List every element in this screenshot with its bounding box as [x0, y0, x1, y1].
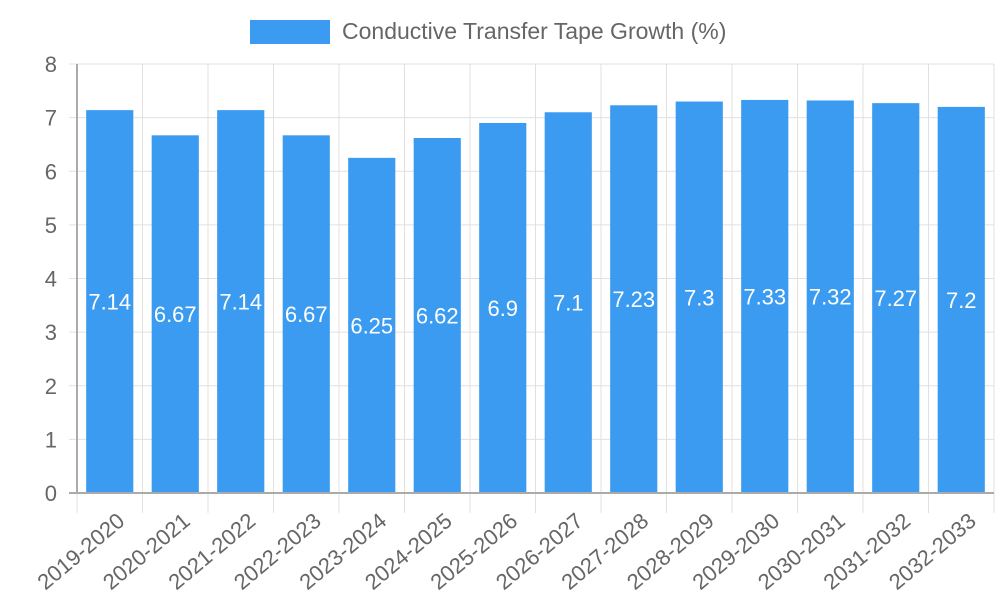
- bar-value-label: 7.2: [946, 288, 977, 313]
- bar[interactable]: [610, 105, 658, 493]
- bar[interactable]: [741, 99, 789, 494]
- bar-value-label: 6.62: [416, 304, 459, 329]
- bar-value-label: 6.67: [154, 302, 197, 327]
- bar-value-label: 7.14: [88, 290, 131, 315]
- bar-value-label: 6.67: [285, 302, 328, 327]
- bar-value-label: 6.25: [350, 313, 393, 338]
- y-tick-label: 8: [45, 52, 57, 77]
- bar[interactable]: [151, 135, 199, 494]
- bar-value-label: 7.1: [553, 291, 584, 316]
- y-tick-label: 7: [45, 106, 57, 131]
- y-tick-label: 0: [45, 481, 57, 506]
- y-tick-label: 6: [45, 159, 57, 184]
- bar[interactable]: [675, 101, 723, 493]
- bar-value-label: 7.3: [684, 285, 715, 310]
- bar-value-label: 7.27: [874, 286, 917, 311]
- bar[interactable]: [348, 157, 396, 493]
- bar-value-label: 6.9: [487, 296, 518, 321]
- y-tick-label: 5: [45, 213, 57, 238]
- bar[interactable]: [479, 122, 527, 494]
- bar[interactable]: [872, 103, 920, 494]
- bar-value-label: 7.33: [743, 284, 786, 309]
- bar[interactable]: [544, 112, 592, 493]
- y-tick-label: 1: [45, 427, 57, 452]
- bar[interactable]: [937, 106, 985, 494]
- y-tick-label: 4: [45, 267, 57, 292]
- bar[interactable]: [282, 135, 330, 494]
- y-tick-label: 2: [45, 374, 57, 399]
- y-tick-label: 3: [45, 320, 57, 345]
- bar-value-label: 7.32: [809, 285, 852, 310]
- legend-swatch[interactable]: [250, 20, 330, 44]
- bar-value-label: 7.14: [219, 290, 262, 315]
- bar[interactable]: [86, 110, 134, 494]
- bar[interactable]: [217, 110, 265, 494]
- bar[interactable]: [806, 100, 854, 493]
- bar-value-label: 7.23: [612, 287, 655, 312]
- bar[interactable]: [413, 138, 461, 493]
- legend-label[interactable]: Conductive Transfer Tape Growth (%): [342, 18, 727, 44]
